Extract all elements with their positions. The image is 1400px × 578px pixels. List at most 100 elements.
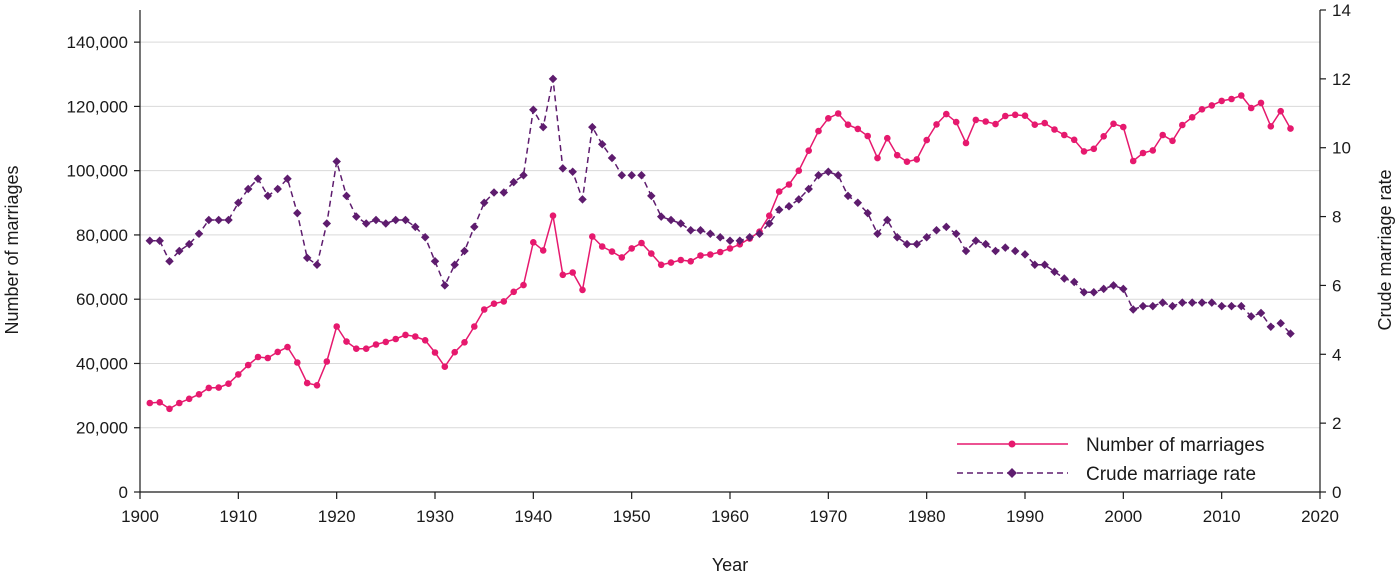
rate-point — [411, 222, 420, 232]
rate-point — [194, 229, 204, 239]
rate-point — [1207, 298, 1217, 307]
y-left-axis-title: Number of marriages — [2, 165, 22, 334]
marriages-point — [421, 337, 429, 344]
rate-point — [243, 184, 253, 194]
rate-point — [961, 246, 971, 256]
rate-point — [1109, 281, 1118, 290]
x-tick-label: 1990 — [1006, 507, 1044, 526]
marriages-point — [215, 384, 222, 391]
marriages-point — [913, 156, 921, 163]
series-lines — [149, 78, 1292, 410]
marriages-point — [156, 399, 163, 406]
marriages-point — [244, 361, 252, 369]
y-left-tick-label: 120,000 — [67, 97, 128, 116]
marriages-point — [313, 382, 321, 389]
rate-point — [824, 167, 833, 177]
marriages-point — [903, 158, 911, 165]
rate-point — [165, 257, 174, 266]
marriages-point — [392, 335, 400, 343]
rate-point — [460, 246, 469, 256]
marriages-point — [1100, 133, 1107, 140]
rate-point — [263, 191, 273, 201]
rate-point — [1158, 298, 1167, 307]
rate-point — [774, 205, 784, 214]
rate-point — [1099, 284, 1108, 294]
rate-point — [725, 236, 735, 245]
marriages-point — [844, 121, 852, 128]
rate-point — [932, 226, 941, 235]
rate-point — [706, 229, 715, 239]
marriages-point — [225, 380, 232, 388]
marriages-point — [451, 348, 459, 356]
marriages-point — [933, 121, 940, 128]
rate-point — [401, 215, 410, 225]
marriages-point — [1287, 125, 1294, 132]
marriages-point — [726, 245, 734, 252]
rate-point — [283, 174, 292, 183]
marriages-point — [1120, 123, 1127, 131]
marriages-point — [982, 118, 989, 125]
marriages-point — [598, 243, 606, 250]
y-left-tick-label: 40,000 — [76, 354, 128, 373]
axes: 0 20,000 40,000 60,000 80,000 100,000 120,000 1… — [67, 1, 1351, 526]
rate-point — [666, 215, 676, 225]
marriages-point — [952, 118, 960, 126]
rate-point — [656, 212, 666, 221]
marriages-point — [1159, 131, 1166, 139]
marriages-point — [638, 239, 645, 247]
rate-point — [1276, 319, 1285, 328]
marriages-point — [1031, 121, 1039, 128]
marriages-point — [923, 136, 930, 144]
rate-point — [184, 239, 194, 249]
rate-point — [342, 191, 351, 201]
rate-point — [293, 208, 302, 218]
rate-point — [214, 215, 223, 225]
rate-point — [273, 184, 282, 194]
marriages-point — [353, 345, 360, 353]
marriages-point — [549, 212, 557, 219]
marriages-point — [1021, 112, 1029, 119]
rate-point — [548, 74, 558, 84]
y-right-tick-label: 4 — [1332, 345, 1341, 364]
marriages-point — [520, 281, 527, 289]
marriages-point — [677, 256, 685, 264]
rate-point — [578, 195, 587, 204]
rate-point — [568, 167, 577, 177]
y-right-tick-label: 6 — [1332, 276, 1341, 295]
rate-point — [322, 219, 332, 228]
marriages-point — [687, 258, 694, 265]
rate-point — [420, 232, 430, 242]
marriages-point — [471, 323, 478, 330]
y-right-tick-label: 8 — [1332, 208, 1341, 227]
rate-point — [676, 219, 686, 228]
rate-point — [499, 188, 509, 197]
rate-point — [627, 171, 636, 180]
marriages-point — [1238, 92, 1245, 99]
legend-marker-marriages — [1008, 440, 1016, 448]
rate-point — [1030, 260, 1040, 270]
y-right-tick-label: 14 — [1332, 1, 1351, 20]
marriages-point — [1188, 114, 1196, 121]
rate-point — [696, 226, 705, 235]
marriages-point — [402, 331, 409, 339]
marriages-point — [962, 139, 970, 147]
x-tick-label: 1920 — [318, 507, 356, 526]
marriages-point — [1129, 157, 1137, 165]
rate-point — [1187, 298, 1197, 307]
marriages-point — [235, 371, 242, 378]
marriages-point — [1090, 145, 1098, 153]
marriages-point — [264, 354, 272, 362]
rate-point — [617, 171, 627, 180]
x-tick-label: 1950 — [613, 507, 651, 526]
marriages-point — [176, 399, 183, 407]
rate-point — [1256, 308, 1266, 318]
rate-point — [1128, 305, 1138, 314]
marriages-point — [1051, 126, 1058, 133]
rate-point — [440, 281, 450, 290]
marriages-point — [992, 120, 999, 128]
marriages-point — [943, 110, 950, 118]
rate-point — [175, 246, 184, 256]
rate-point — [1001, 243, 1010, 252]
y-right-tick-label: 2 — [1332, 414, 1341, 433]
rate-point — [155, 236, 164, 245]
